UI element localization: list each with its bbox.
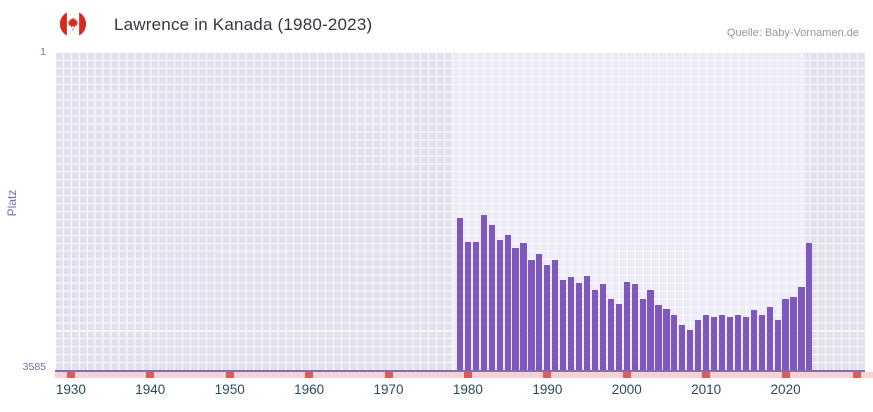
- x-tick-label: 2010: [691, 382, 722, 397]
- x-tick-label: 1970: [373, 382, 404, 397]
- bar-2009[interactable]: [695, 319, 702, 370]
- strip-marker: [146, 372, 155, 378]
- strip-marker: [781, 372, 790, 378]
- page-title: Lawrence in Kanada (1980-2023): [114, 15, 373, 34]
- x-tick-label: 1980: [452, 382, 483, 397]
- strip-marker: [384, 372, 393, 378]
- bar-1981[interactable]: [472, 241, 479, 370]
- bar-1988[interactable]: [528, 259, 535, 370]
- bar-2012[interactable]: [718, 314, 726, 370]
- bar-2005[interactable]: [663, 309, 670, 370]
- y-axis-label: Platz: [5, 189, 19, 217]
- bar-1984[interactable]: [496, 240, 503, 370]
- x-axis-labels: 1930 1940 1950 1960 1970 1980 1990 2000 2010 2020: [55, 382, 865, 402]
- y-tick-bottom: 3585: [22, 361, 46, 373]
- plot-area: [55, 52, 865, 372]
- strip-marker: [225, 372, 234, 378]
- x-tick-label: 1990: [532, 382, 563, 397]
- strip-marker: [622, 372, 631, 378]
- bar-2008[interactable]: [687, 329, 694, 370]
- bars-container: [55, 52, 865, 370]
- bar-1997[interactable]: [599, 284, 607, 370]
- bar-2017[interactable]: [758, 314, 765, 370]
- bar-1996[interactable]: [591, 289, 599, 370]
- bar-1999[interactable]: [615, 303, 622, 370]
- x-tick-label: 1950: [214, 382, 245, 397]
- bar-2004[interactable]: [655, 304, 662, 370]
- bar-2016[interactable]: [750, 310, 757, 370]
- bar-1979[interactable]: [456, 217, 464, 370]
- bar-1994[interactable]: [576, 282, 583, 370]
- bar-1998[interactable]: [607, 299, 614, 370]
- x-tick-label: 1940: [135, 382, 166, 397]
- strip-marker: [543, 372, 552, 378]
- bar-2021[interactable]: [790, 296, 797, 370]
- canada-flag-icon: [59, 10, 87, 38]
- x-tick-label: 1960: [294, 382, 325, 397]
- bar-2023[interactable]: [806, 242, 813, 370]
- bar-2019[interactable]: [774, 319, 781, 370]
- x-tick-label: 2020: [770, 382, 801, 397]
- bar-1991[interactable]: [552, 260, 559, 370]
- bar-1989[interactable]: [536, 254, 543, 370]
- bar-1990[interactable]: [544, 264, 551, 370]
- strip-marker: [702, 372, 711, 378]
- bar-2000[interactable]: [623, 281, 630, 370]
- missing-data-strip: [55, 372, 873, 378]
- bar-2010[interactable]: [703, 314, 710, 370]
- bar-2007[interactable]: [679, 325, 686, 370]
- bar-2003[interactable]: [647, 289, 654, 370]
- bar-2006[interactable]: [671, 314, 678, 370]
- bar-1980[interactable]: [464, 241, 472, 370]
- x-tick-label: 2000: [611, 382, 642, 397]
- source-link[interactable]: Quelle: Baby-Vornamen.de: [726, 27, 859, 39]
- bar-1982[interactable]: [480, 215, 487, 370]
- bar-2015[interactable]: [742, 317, 749, 370]
- y-tick-top: 1: [40, 46, 46, 58]
- bar-2011[interactable]: [711, 317, 718, 370]
- bar-2013[interactable]: [726, 317, 734, 370]
- bar-1985[interactable]: [504, 234, 511, 370]
- bar-1993[interactable]: [568, 277, 575, 370]
- bar-1986[interactable]: [512, 248, 519, 370]
- bar-2022[interactable]: [798, 287, 805, 370]
- x-tick-label: 1930: [55, 382, 86, 397]
- bar-1995[interactable]: [583, 275, 591, 370]
- strip-marker: [853, 372, 862, 378]
- bar-2020[interactable]: [782, 299, 789, 370]
- bar-1992[interactable]: [560, 279, 567, 370]
- bar-2001[interactable]: [631, 284, 638, 370]
- strip-marker: [305, 372, 314, 378]
- bar-2014[interactable]: [734, 314, 742, 370]
- strip-marker: [66, 372, 75, 378]
- bar-2018[interactable]: [766, 306, 773, 370]
- bar-2002[interactable]: [639, 299, 646, 370]
- bar-1987[interactable]: [520, 242, 527, 370]
- bar-1983[interactable]: [488, 224, 495, 370]
- strip-marker: [463, 372, 472, 378]
